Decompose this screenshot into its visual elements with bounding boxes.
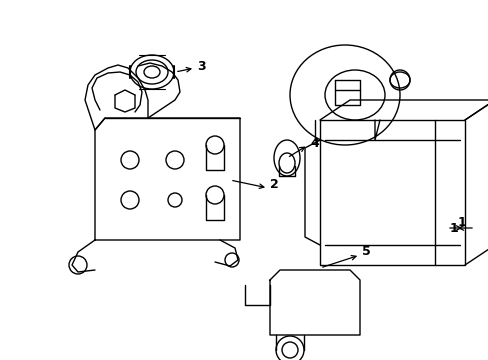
Text: 3: 3: [197, 60, 205, 73]
Text: 1: 1: [449, 221, 458, 234]
Text: 4: 4: [309, 137, 318, 150]
Text: 5: 5: [361, 245, 370, 258]
Text: 2: 2: [269, 178, 278, 191]
Text: 1: 1: [457, 216, 466, 229]
